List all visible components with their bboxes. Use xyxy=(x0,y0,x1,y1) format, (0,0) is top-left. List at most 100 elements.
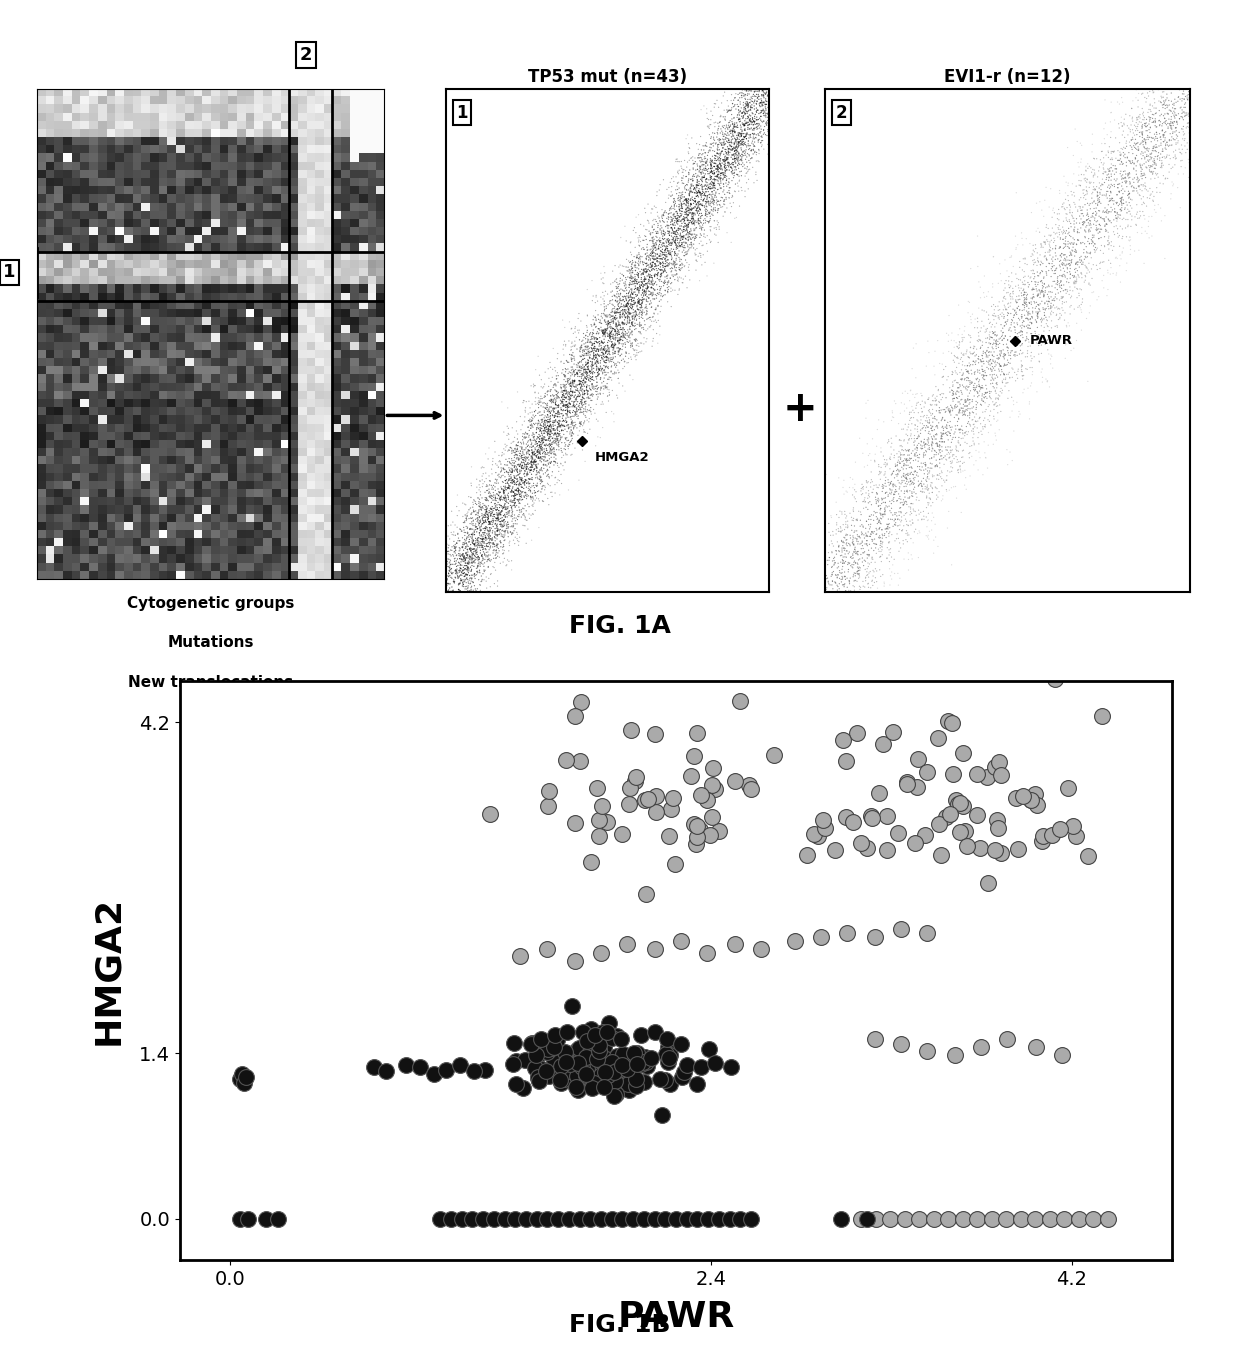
Point xyxy=(1074,214,1094,236)
Point xyxy=(502,460,522,482)
Point xyxy=(869,527,889,549)
Point xyxy=(849,556,869,577)
Point xyxy=(456,564,476,586)
Point xyxy=(636,272,656,294)
Point xyxy=(894,470,914,492)
Point xyxy=(1179,87,1199,109)
Point xyxy=(526,422,546,444)
Point xyxy=(496,473,516,494)
Point xyxy=(697,169,717,191)
Point xyxy=(925,364,945,385)
Point xyxy=(746,109,766,131)
Point xyxy=(480,549,500,571)
Point xyxy=(733,102,753,124)
Point xyxy=(646,232,666,253)
Point xyxy=(668,283,688,305)
Point xyxy=(975,365,994,387)
Point xyxy=(706,147,725,169)
Point xyxy=(963,350,983,372)
Point xyxy=(723,138,743,159)
Point xyxy=(1004,304,1024,326)
Point xyxy=(1101,234,1121,256)
Point xyxy=(842,515,862,537)
Point xyxy=(625,309,645,331)
Point xyxy=(1101,252,1121,274)
Point xyxy=(490,482,510,504)
Point xyxy=(613,312,632,334)
Point xyxy=(494,482,513,504)
Point xyxy=(558,395,578,417)
Point xyxy=(572,388,591,410)
Point xyxy=(1161,183,1180,204)
Point xyxy=(751,132,771,154)
Point xyxy=(567,400,587,422)
Point xyxy=(688,197,708,219)
Point xyxy=(567,398,587,419)
Point xyxy=(702,199,722,221)
Point xyxy=(1048,298,1068,320)
Point xyxy=(1120,150,1140,172)
Point xyxy=(888,563,908,584)
Point xyxy=(463,526,482,548)
Point xyxy=(662,257,682,279)
Point xyxy=(613,358,632,380)
Point xyxy=(631,315,651,336)
Point xyxy=(601,350,621,372)
Point xyxy=(811,926,831,948)
Point xyxy=(732,120,751,142)
Point xyxy=(539,411,559,433)
Point xyxy=(971,413,991,434)
Point xyxy=(562,345,582,366)
Point xyxy=(684,178,704,200)
Point xyxy=(1092,162,1112,184)
Point xyxy=(626,260,646,282)
Point xyxy=(711,165,730,187)
Point xyxy=(583,385,603,407)
Point xyxy=(889,533,909,554)
Point xyxy=(898,432,918,454)
Point xyxy=(1044,271,1064,293)
Point xyxy=(1110,193,1130,215)
Point xyxy=(541,407,560,429)
Point xyxy=(618,306,637,328)
Point xyxy=(619,298,639,320)
Point xyxy=(498,501,518,523)
Point xyxy=(465,577,485,599)
Point xyxy=(544,451,564,473)
Point xyxy=(549,470,569,492)
Point xyxy=(551,410,570,432)
Point xyxy=(595,335,615,357)
Point xyxy=(1017,300,1037,321)
Point xyxy=(1028,294,1048,316)
Point xyxy=(463,526,482,548)
Point xyxy=(1039,343,1059,365)
Point xyxy=(551,426,570,448)
Point xyxy=(470,492,490,513)
Point xyxy=(651,285,671,306)
Point xyxy=(594,1022,614,1043)
Point xyxy=(725,147,745,169)
Point xyxy=(490,466,510,488)
Point xyxy=(965,345,985,366)
Point xyxy=(862,808,882,829)
Point xyxy=(523,504,543,526)
Point xyxy=(547,368,567,390)
Point xyxy=(619,302,639,324)
Point xyxy=(688,180,708,202)
Point xyxy=(734,97,754,118)
Point xyxy=(926,376,946,398)
Point xyxy=(580,399,600,421)
Point xyxy=(1100,158,1120,180)
Point xyxy=(526,481,546,503)
Point xyxy=(538,410,558,432)
Point xyxy=(701,168,720,189)
Point xyxy=(939,711,959,733)
Point xyxy=(572,350,591,372)
Point xyxy=(506,467,526,489)
Point xyxy=(901,503,921,524)
Point xyxy=(866,558,885,580)
Point xyxy=(542,433,562,455)
Point xyxy=(464,550,484,572)
Point xyxy=(686,249,706,271)
Point xyxy=(547,368,567,390)
